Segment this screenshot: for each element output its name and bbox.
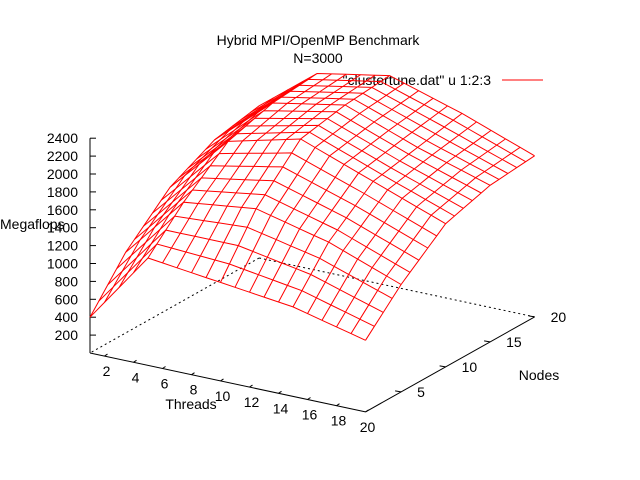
y-tick-mark	[528, 315, 535, 318]
y-tick-label: 20	[551, 309, 567, 325]
surface-line-nodes	[187, 124, 464, 209]
x-tick-label: 18	[331, 413, 347, 429]
surface-line-nodes	[134, 189, 411, 273]
surface-line-threads	[176, 73, 347, 269]
surface-line-threads	[350, 146, 521, 334]
y-axis-label: Nodes	[519, 367, 559, 383]
x-tick-label: 10	[215, 388, 231, 404]
x-tick-mark	[278, 390, 282, 394]
surface-line-threads	[307, 121, 477, 314]
x-tick-mark	[104, 353, 108, 357]
legend-entry-label: "clustertune.dat" u 1:2:3	[343, 72, 492, 88]
surface-line-nodes	[258, 72, 535, 157]
x-tick-mark	[249, 384, 253, 388]
z-tick-label: 2400	[47, 130, 78, 146]
z-tick-label: 1600	[47, 202, 78, 218]
surface-line-threads	[205, 74, 376, 278]
z-tick-label: 2000	[47, 166, 78, 182]
y-tick-label: 10	[462, 359, 478, 375]
surface-line-threads	[336, 138, 506, 328]
z-tick-label: 400	[55, 309, 79, 325]
y-tick-mark	[439, 365, 446, 368]
x-tick-mark	[336, 403, 340, 407]
x-axis-ticks: 2 4 6 8 10 12 14 16 18 20	[103, 353, 376, 435]
x-tick-mark	[133, 359, 137, 363]
y-axis-line	[365, 316, 535, 413]
x-tick-label: 8	[190, 382, 198, 398]
x-tick-label: 4	[132, 369, 140, 385]
surface-line-nodes	[160, 152, 437, 237]
surface-line-threads	[234, 82, 405, 288]
surface-line-threads	[118, 89, 289, 288]
surface-line-nodes	[107, 229, 384, 313]
surface-line-threads	[263, 97, 434, 298]
x-tick-mark	[220, 378, 224, 382]
z-tick-label: 600	[55, 291, 79, 307]
back-axis-line-0	[89, 257, 260, 354]
x-axis-label: Threads	[165, 396, 216, 412]
surface-line-threads	[278, 105, 448, 303]
z-tick-label: 1000	[47, 256, 78, 272]
chart-title: Hybrid MPI/OpenMP Benchmark	[217, 32, 421, 48]
z-tick-label: 200	[55, 327, 79, 343]
y-tick-mark	[395, 390, 402, 393]
x-tick-mark	[191, 372, 195, 376]
surface-line-nodes	[178, 131, 455, 217]
surface-line-nodes	[205, 110, 482, 194]
y-axis-ticks: 5 10 15 20	[395, 309, 566, 400]
x-axis-line	[89, 352, 366, 413]
back-axis-line-1	[258, 257, 535, 318]
surface-line-nodes	[232, 90, 509, 174]
surface-line-nodes	[223, 96, 500, 180]
surface-line-nodes	[98, 243, 375, 327]
x-tick-label: 20	[360, 419, 376, 435]
surface-line-threads	[191, 74, 361, 273]
y-tick-label: 15	[506, 334, 522, 350]
y-tick-label: 5	[417, 384, 425, 400]
z-tick-label: 1400	[47, 220, 78, 236]
surface-line-nodes	[116, 215, 393, 299]
z-tick-label: 2200	[47, 148, 78, 164]
y-tick-mark	[484, 340, 491, 343]
x-tick-mark	[365, 409, 369, 413]
z-tick-label: 800	[55, 273, 79, 289]
surface-line-nodes	[125, 201, 402, 285]
surface-line-nodes	[214, 102, 491, 186]
x-tick-label: 2	[103, 363, 111, 379]
surface-line-nodes	[151, 165, 429, 249]
surface-line-nodes	[169, 138, 446, 225]
surface-line-nodes	[89, 257, 366, 341]
x-tick-mark	[307, 397, 311, 400]
surface-line-threads	[220, 75, 390, 283]
z-axis-label: Megaflops	[0, 216, 65, 232]
surface-line-threads	[249, 90, 419, 293]
x-tick-label: 16	[302, 407, 318, 423]
x-tick-label: 6	[161, 376, 169, 392]
surface-line-threads	[89, 105, 260, 318]
surface-line-threads	[365, 155, 535, 341]
surface-line-threads	[292, 113, 463, 308]
surface-line-threads	[321, 129, 492, 321]
x-tick-label: 12	[244, 394, 260, 410]
surface-line-threads	[162, 73, 332, 264]
z-tick-label: 1200	[47, 238, 78, 254]
surface-line-nodes	[241, 84, 518, 169]
x-tick-label: 14	[273, 400, 289, 416]
z-tick-label: 1800	[47, 184, 78, 200]
surface-mesh	[89, 72, 535, 341]
surface-line-nodes	[143, 177, 420, 261]
surface-line-nodes	[196, 117, 473, 202]
x-tick-mark	[162, 366, 166, 369]
surface-line-nodes	[249, 78, 526, 163]
chart-subtitle: N=3000	[293, 50, 343, 66]
